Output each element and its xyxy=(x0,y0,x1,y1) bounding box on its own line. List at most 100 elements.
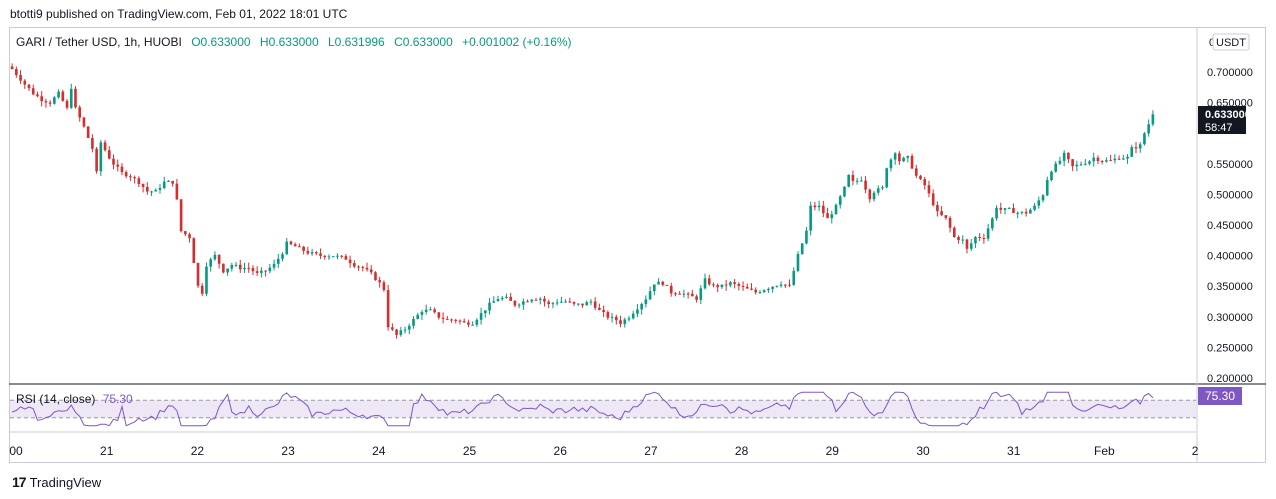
chart-frame[interactable] xyxy=(9,27,1266,463)
price-countdown: 58:47 xyxy=(1205,122,1233,134)
candle-body xyxy=(876,188,880,193)
candle-body xyxy=(551,303,555,305)
price-tick-label: 0.400000 xyxy=(1207,251,1253,263)
candle-body xyxy=(192,238,196,264)
price-tick-label: 0.450000 xyxy=(1207,220,1253,232)
candle-body xyxy=(864,180,867,190)
candle-body xyxy=(1147,124,1150,134)
candle-body xyxy=(175,183,179,200)
candle-body xyxy=(640,303,643,310)
candle-body xyxy=(826,213,829,219)
candle-body xyxy=(471,324,474,326)
candle-body xyxy=(961,239,965,241)
candle-body xyxy=(614,316,618,321)
candle-body xyxy=(264,270,267,272)
candle-body xyxy=(686,293,690,295)
time-tick-label: Feb xyxy=(1094,444,1115,458)
time-tick-label: 31 xyxy=(1007,444,1021,458)
candle-body xyxy=(158,188,162,190)
candle-body xyxy=(484,310,487,314)
rsi-label: RSI (14, close) xyxy=(16,392,95,406)
candle-body xyxy=(1079,164,1083,166)
candle-body xyxy=(450,319,453,321)
candle-body xyxy=(534,299,538,301)
candle-body xyxy=(188,234,191,239)
time-tick-label: 24 xyxy=(372,444,386,458)
candle-body xyxy=(560,301,563,303)
candle-body xyxy=(1113,158,1117,161)
candle-body xyxy=(805,230,808,244)
candle-body xyxy=(217,254,221,264)
candle-body xyxy=(754,289,758,293)
candle-body xyxy=(74,88,77,108)
candle-body xyxy=(644,299,648,304)
candles-group xyxy=(10,63,1155,339)
candle-body xyxy=(1126,156,1129,159)
candle-body xyxy=(150,191,153,193)
candle-body xyxy=(171,180,174,184)
current-price-badge xyxy=(1198,106,1246,134)
candle-body xyxy=(543,298,546,302)
candle-body xyxy=(137,178,141,184)
rsi-band xyxy=(10,400,1196,418)
candle-body xyxy=(65,100,69,108)
candle-body xyxy=(906,155,910,158)
candle-body xyxy=(331,256,335,258)
candle-body xyxy=(382,282,386,291)
candle-body xyxy=(872,192,876,200)
candle-body xyxy=(1096,157,1100,162)
candle-body xyxy=(1037,200,1041,206)
time-tick-label: 2 xyxy=(1192,444,1199,458)
candle-body xyxy=(496,299,500,302)
candle-body xyxy=(779,284,783,286)
candle-body xyxy=(1007,207,1011,209)
tradingview-logo-icon: 17 xyxy=(12,474,27,490)
candle-body xyxy=(268,267,272,272)
candle-body xyxy=(53,97,56,104)
candle-body xyxy=(91,137,94,149)
candle-body xyxy=(1058,160,1062,164)
candle-body xyxy=(653,284,656,292)
candle-body xyxy=(936,205,939,212)
candle-body xyxy=(513,300,517,306)
candle-body xyxy=(695,296,698,300)
candle-body xyxy=(1062,152,1066,161)
candle-body xyxy=(40,96,43,102)
candle-body xyxy=(572,302,576,304)
candle-body xyxy=(538,298,542,300)
candle-body xyxy=(750,288,753,290)
candle-body xyxy=(898,153,901,162)
candle-body xyxy=(847,174,850,187)
price-axis: 0.7000000.6500000.5500000.5000000.450000… xyxy=(1207,67,1253,385)
candle-body xyxy=(298,246,301,248)
candle-body xyxy=(31,88,35,95)
legend-change: +0.001002 (+0.16%) xyxy=(462,35,571,49)
candle-body xyxy=(1109,160,1112,162)
candle-body xyxy=(103,142,107,151)
candle-body xyxy=(365,267,369,270)
candle-body xyxy=(868,189,872,200)
price-tick-label: 0.500000 xyxy=(1207,189,1253,201)
candle-body xyxy=(48,102,52,104)
candle-body xyxy=(602,309,605,313)
candle-body xyxy=(619,320,622,325)
candle-body xyxy=(965,239,969,249)
candle-body xyxy=(691,293,694,297)
rsi-value-badge xyxy=(1198,387,1242,405)
candle-body xyxy=(441,317,445,319)
current-price: 0.633000 xyxy=(1205,109,1251,121)
candle-body xyxy=(289,241,293,245)
candle-body xyxy=(568,301,572,303)
candle-body xyxy=(492,301,496,303)
price-tick-label: 0.350000 xyxy=(1207,281,1253,293)
candle-body xyxy=(243,267,246,270)
candle-body xyxy=(281,254,284,259)
candle-body xyxy=(931,193,935,206)
candle-body xyxy=(830,214,834,219)
candle-body xyxy=(226,268,229,273)
candle-body xyxy=(429,309,432,311)
candle-body xyxy=(500,297,504,300)
candle-body xyxy=(716,285,720,288)
candle-body xyxy=(593,301,597,308)
